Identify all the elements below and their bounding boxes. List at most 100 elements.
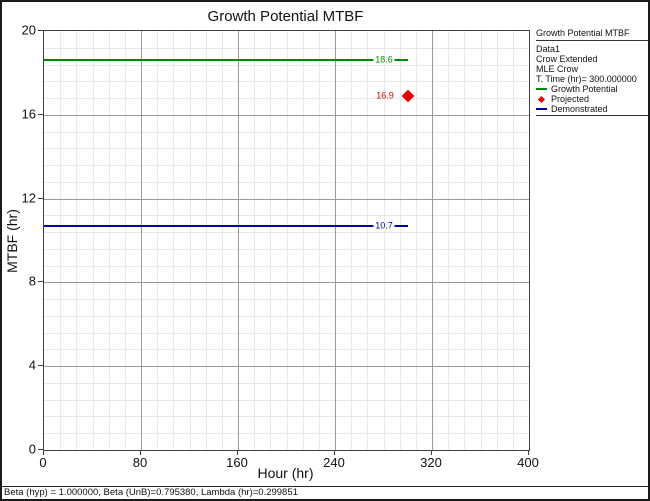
legend-info: Data1 Crow Extended MLE Crow T. Time (hr)= … (536, 44, 648, 84)
diamond-icon (536, 95, 551, 103)
series-value-label: 16.9 (376, 90, 394, 101)
line-marker-glyph (536, 108, 547, 110)
minor-gridline (44, 433, 529, 435)
projected-point-marker (401, 89, 415, 103)
x-tick-mark (43, 450, 44, 455)
series-line-growth-potential (44, 59, 408, 62)
series-line-demonstrated (44, 224, 408, 227)
minor-gridline (480, 31, 482, 450)
minor-gridline (108, 31, 110, 450)
minor-gridline (448, 31, 450, 450)
y-tick-label: 8 (28, 273, 36, 289)
minor-gridline (302, 31, 304, 450)
x-tick-label: 0 (39, 455, 47, 470)
minor-gridline (44, 64, 529, 66)
minor-gridline (44, 399, 529, 401)
y-tick-label: 4 (28, 357, 36, 373)
major-gridline (44, 282, 529, 284)
minor-gridline (44, 265, 529, 267)
plot-area: 18.6 10.7 16.9 (43, 30, 530, 451)
legend-info-line: MLE Crow (536, 64, 579, 74)
minor-gridline (415, 31, 417, 450)
status-bar: Beta (hyp) = 1.000000, Beta (UnB)=0.7953… (2, 486, 648, 499)
major-gridline (141, 31, 142, 450)
x-tick-label: 80 (132, 455, 148, 470)
major-gridline (335, 31, 336, 450)
y-tick-label: 20 (21, 22, 36, 38)
legend-entry-demonstrated: Demonstrated (536, 104, 648, 114)
legend-title: Growth Potential MTBF (536, 28, 648, 41)
minor-gridline (399, 31, 401, 450)
minor-gridline (124, 31, 126, 450)
minor-gridline (270, 31, 272, 450)
y-tick-label: 0 (28, 441, 36, 457)
minor-gridline (44, 248, 529, 250)
y-tick-mark (38, 281, 43, 283)
status-bar-text: Beta (hyp) = 1.000000, Beta (UnB)=0.7953… (4, 487, 298, 498)
y-tick-mark (38, 30, 43, 31)
minor-gridline (92, 31, 94, 450)
minor-gridline (44, 315, 529, 317)
minor-gridline (44, 47, 529, 49)
y-tick-mark (38, 365, 43, 367)
minor-gridline (60, 31, 62, 450)
y-tick-mark (38, 197, 43, 199)
x-tick-label: 400 (517, 455, 539, 470)
x-axis-label: Hour (hr) (257, 465, 314, 481)
minor-gridline (44, 81, 529, 83)
x-tick-label: 240 (323, 455, 345, 470)
minor-gridline (44, 165, 529, 167)
major-gridline (432, 31, 433, 450)
line-marker-glyph (536, 88, 547, 90)
legend-info-line: Data1 (536, 44, 561, 54)
x-tick-mark (334, 450, 335, 455)
line-swatch-icon (536, 88, 551, 90)
minor-gridline (512, 31, 514, 450)
major-gridline (44, 114, 529, 116)
x-tick-label: 160 (226, 455, 248, 470)
x-tick-mark (140, 450, 141, 455)
minor-gridline (351, 31, 353, 450)
legend: Growth Potential MTBF Data1 Crow Extended… (536, 28, 648, 116)
minor-gridline (221, 31, 223, 450)
minor-gridline (44, 299, 529, 301)
minor-gridline (464, 31, 466, 450)
y-tick-mark (38, 113, 43, 115)
major-gridline (238, 31, 239, 450)
legend-entry-label: Demonstrated (551, 104, 608, 114)
legend-entry-label: Projected (551, 94, 590, 104)
legend-entry-label: Growth Potential (551, 84, 618, 94)
minor-gridline (205, 31, 207, 450)
minor-gridline (189, 31, 191, 450)
minor-gridline (44, 232, 529, 234)
x-tick-mark (431, 450, 432, 455)
minor-gridline (318, 31, 320, 450)
minor-gridline (44, 332, 529, 334)
series-value-label: 18.6 (373, 54, 395, 65)
legend-entries: Growth Potential Projected Demonstrated (536, 84, 648, 114)
minor-gridline (286, 31, 288, 450)
minor-gridline (44, 148, 529, 150)
minor-gridline (367, 31, 369, 450)
minor-gridline (44, 181, 529, 183)
minor-gridline (44, 416, 529, 418)
legend-entry-growth-potential: Growth Potential (536, 84, 648, 94)
x-tick-mark (237, 450, 238, 455)
diamond-marker-glyph (537, 95, 546, 103)
y-tick-mark (38, 449, 43, 450)
minor-gridline (44, 215, 529, 217)
x-tick-mark (528, 450, 529, 455)
minor-gridline (44, 131, 529, 133)
legend-info-line: T. Time (hr)= 300.000000 (536, 74, 637, 84)
minor-gridline (173, 31, 175, 450)
major-gridline (44, 366, 529, 368)
minor-gridline (44, 349, 529, 351)
minor-gridline (76, 31, 78, 450)
line-swatch-icon (536, 108, 551, 110)
legend-info-line: Crow Extended (536, 54, 598, 64)
series-value-label: 10.7 (373, 220, 395, 231)
minor-gridline (44, 98, 529, 100)
y-tick-label: 12 (21, 190, 36, 206)
chart-title: Growth Potential MTBF (207, 8, 364, 25)
